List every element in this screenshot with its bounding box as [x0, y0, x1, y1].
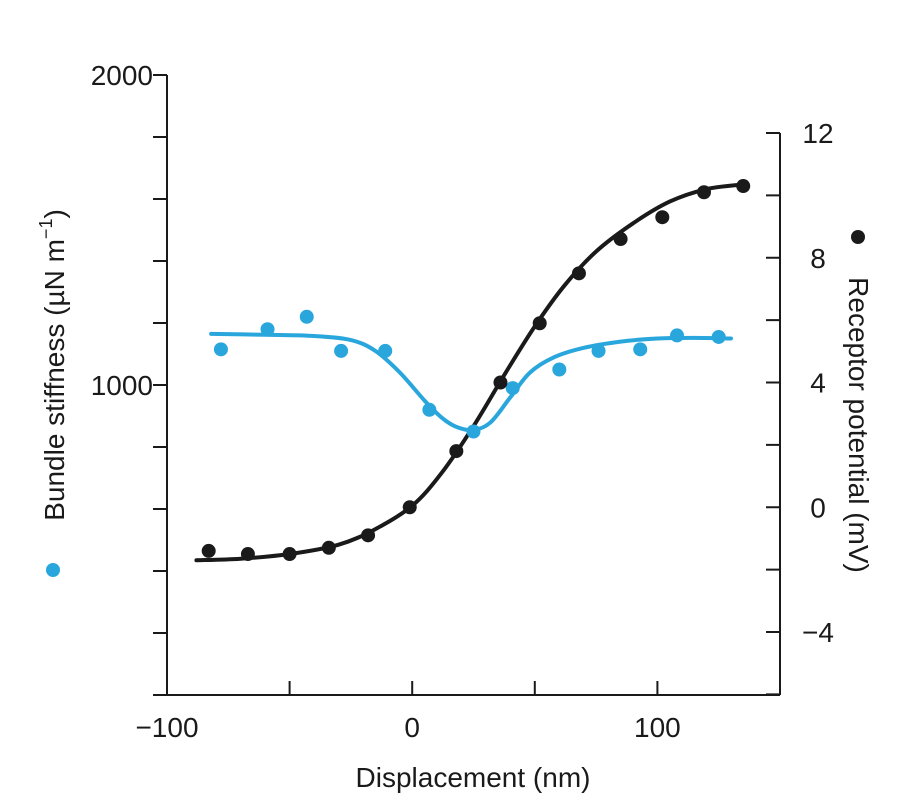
left-tick-label: 1000 [91, 370, 153, 401]
potential-data-point [361, 528, 376, 543]
left-axis-title-mu: µ [39, 290, 70, 306]
left-axis-title-unit: N m [39, 239, 70, 290]
stiffness-data-point [422, 402, 437, 417]
left-axis-ticks: 1000 2000 [91, 60, 167, 696]
potential-data-point [321, 540, 336, 555]
stiffness-data-point [260, 322, 275, 337]
potential-data-point [613, 232, 628, 247]
right-axis-title: Receptor potential (mV) [843, 277, 874, 573]
right-tick-label: 8 [810, 243, 826, 274]
stiffness-data-point [466, 424, 481, 439]
right-axis-legend-marker [851, 230, 865, 244]
stiffness-data-point [711, 329, 726, 344]
right-tick-label: 12 [802, 118, 833, 149]
x-axis-title: Displacement (nm) [356, 762, 591, 793]
stiffness-data-point [299, 309, 314, 324]
potential-data-point [532, 316, 547, 331]
bottom-tick-label: 0 [404, 712, 420, 743]
right-axis-ticks: −4 0 4 8 12 [766, 118, 834, 696]
stiffness-data-point [505, 381, 520, 396]
left-axis-title-close: ) [39, 209, 70, 218]
stiffness-data-point [633, 342, 648, 357]
potential-data-point [240, 547, 255, 562]
right-tick-label: 0 [810, 492, 826, 523]
bottom-tick-label: 100 [634, 712, 681, 743]
left-tick-label: 2000 [91, 60, 153, 91]
left-axis-title-exponent: −1 [36, 219, 56, 240]
potential-data-point [493, 375, 508, 390]
potential-data-point [282, 547, 297, 562]
stiffness-data-point [334, 343, 349, 358]
potential-data-point [696, 185, 711, 200]
potential-data-point [402, 500, 417, 515]
curves [194, 182, 746, 563]
right-axis-title-group: Receptor potential (mV) [843, 277, 874, 573]
potential-data-point [736, 179, 751, 194]
stiffness-data-point [378, 343, 393, 358]
right-tick-label: 4 [810, 368, 826, 399]
potential-data-point [449, 444, 464, 459]
stiffness-data-point [591, 343, 606, 358]
stiffness-fit-curve [209, 331, 733, 433]
potential-fit-curve [194, 182, 746, 563]
stiffness-data-point [670, 328, 685, 343]
left-axis-legend-marker [46, 563, 60, 577]
potential-data-point [571, 266, 586, 281]
right-tick-label: −4 [802, 617, 834, 648]
potential-data-point [655, 210, 670, 225]
left-axis-title-group: Bundle stiffness (µN m−1) [36, 209, 70, 521]
bottom-tick-label: −100 [135, 712, 198, 743]
data-points [201, 179, 751, 562]
potential-data-point [201, 543, 216, 558]
left-axis-title-text: Bundle stiffness ( [39, 306, 70, 521]
left-axis-title: Bundle stiffness (µN m−1) [36, 209, 70, 521]
stiffness-data-point [552, 362, 567, 377]
stiffness-data-point [213, 342, 228, 357]
bottom-axis-ticks: −100 0 100 [135, 681, 681, 743]
